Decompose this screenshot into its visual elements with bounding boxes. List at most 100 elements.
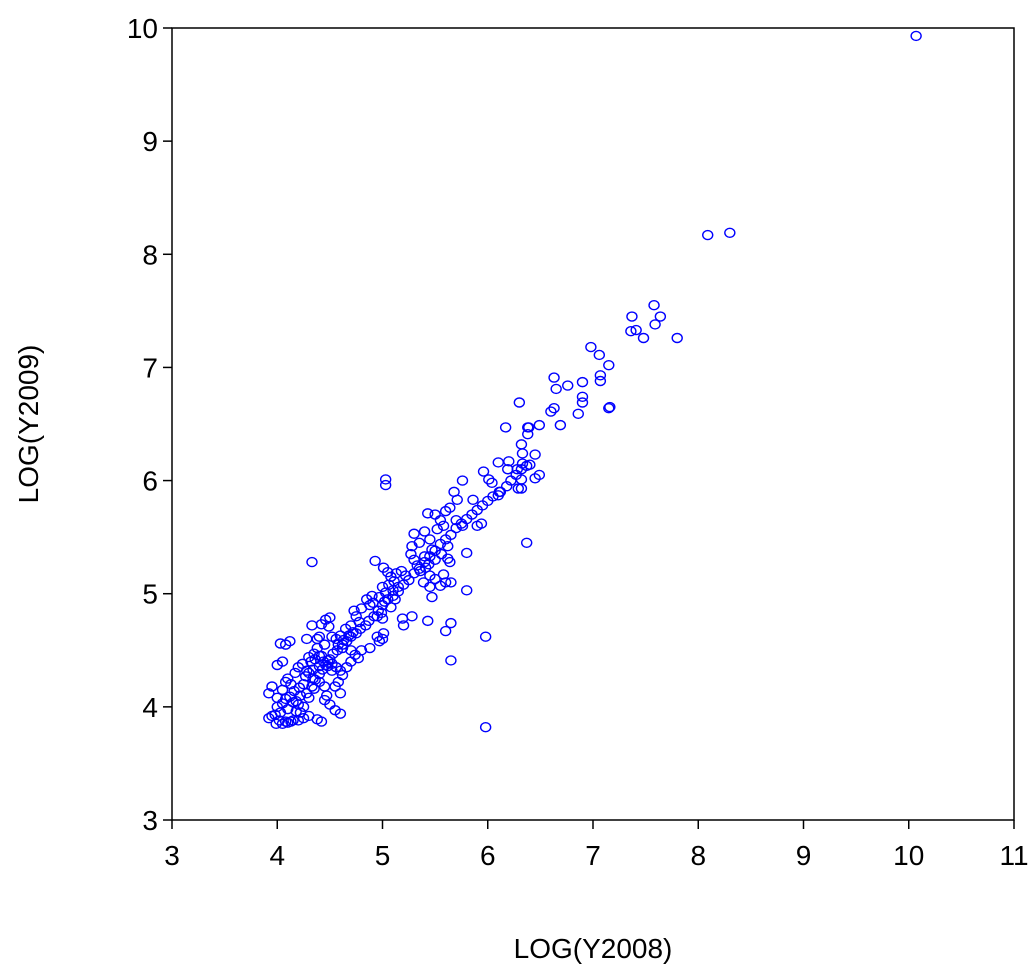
data-point: [439, 505, 452, 517]
y-tick-label: 8: [142, 239, 158, 270]
data-point: [311, 633, 323, 645]
x-tick-label: 11: [999, 840, 1028, 871]
data-point: [576, 376, 589, 388]
data-point: [418, 526, 431, 537]
x-tick-label: 8: [690, 840, 706, 871]
data-point: [445, 617, 457, 629]
x-axis-title: LOG(Y2008): [514, 933, 673, 964]
data-point: [303, 692, 315, 704]
data-point: [379, 479, 392, 491]
data-point: [533, 419, 546, 431]
data-point: [523, 422, 535, 433]
data-point: [461, 547, 473, 559]
data-point: [263, 688, 275, 699]
data-point: [355, 645, 368, 656]
data-point: [603, 359, 615, 371]
data-point: [273, 715, 286, 726]
y-tick-label: 3: [142, 805, 158, 836]
data-point: [494, 486, 507, 498]
data-point: [594, 370, 607, 381]
data-point: [306, 681, 318, 692]
x-tick-label: 5: [375, 840, 391, 871]
data-point: [326, 631, 338, 642]
data-point: [594, 375, 607, 387]
data-point: [297, 701, 310, 713]
data-point: [431, 524, 443, 535]
data-point: [348, 605, 360, 616]
data-point: [448, 486, 460, 498]
data-point: [445, 529, 457, 541]
data-point: [562, 380, 574, 391]
data-point: [289, 667, 301, 679]
data-point: [434, 580, 447, 591]
data-point: [483, 474, 495, 485]
data-point: [724, 227, 736, 238]
data-point: [424, 534, 436, 545]
x-tick-label: 10: [893, 840, 924, 871]
x-tick-label: 3: [164, 840, 180, 871]
x-tick-label: 7: [585, 840, 601, 871]
data-point: [271, 692, 283, 704]
data-point: [512, 483, 524, 494]
data-point: [306, 556, 318, 568]
data-point: [301, 688, 313, 699]
data-point: [513, 397, 526, 408]
data-point: [444, 556, 456, 568]
data-point: [276, 656, 289, 667]
data-point: [406, 611, 418, 622]
data-point: [373, 636, 386, 647]
data-point: [292, 715, 304, 726]
data-point: [477, 466, 490, 477]
data-point: [429, 545, 441, 556]
data-point: [603, 402, 615, 414]
data-point: [524, 459, 536, 470]
data-point: [910, 30, 922, 42]
data-point: [554, 419, 567, 431]
data-point: [287, 715, 299, 726]
data-point: [376, 633, 389, 645]
data-point: [299, 671, 312, 682]
data-point: [604, 401, 616, 413]
data-point: [467, 494, 479, 506]
data-point: [422, 508, 434, 519]
data-point: [334, 665, 347, 676]
data-point: [630, 324, 642, 336]
data-point: [479, 722, 492, 733]
data-point: [334, 708, 347, 719]
data-point: [379, 474, 392, 485]
y-tick-label: 4: [142, 692, 158, 723]
data-point: [479, 631, 492, 642]
data-point: [397, 620, 410, 631]
data-point: [437, 569, 450, 580]
data-points: [263, 30, 922, 733]
data-point: [306, 620, 318, 631]
data-point: [585, 341, 597, 353]
data-point: [461, 585, 473, 596]
data-point: [376, 581, 389, 593]
data-point: [515, 483, 528, 494]
data-point: [297, 712, 310, 724]
data-point: [408, 528, 420, 539]
data-point: [301, 633, 313, 645]
data-point: [361, 594, 373, 605]
data-point: [321, 690, 333, 701]
data-point: [515, 439, 528, 450]
data-point: [282, 717, 294, 728]
data-point: [702, 229, 714, 241]
data-point: [492, 457, 504, 468]
data-point: [329, 681, 341, 692]
y-axis-ticks: 3 4 5 6 7 8 9 10: [127, 13, 172, 836]
data-point: [315, 716, 328, 727]
data-point: [392, 586, 404, 597]
data-point: [371, 631, 383, 642]
data-point: [445, 577, 457, 588]
data-point: [572, 408, 584, 420]
data-point: [475, 518, 488, 529]
data-point: [439, 625, 452, 637]
data-point: [324, 654, 336, 665]
data-point: [593, 349, 606, 361]
data-point: [318, 694, 331, 706]
x-axis-ticks: 3 4 5 6 7 8 9 10 11: [164, 820, 1029, 871]
data-point: [486, 477, 498, 489]
